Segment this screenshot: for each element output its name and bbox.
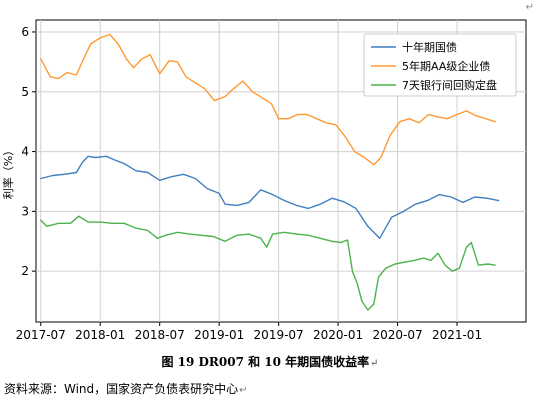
y-axis-label: 利率（%） [1,145,15,199]
x-tick-label: 2019-07 [254,328,304,342]
legend-label: 5年期AA级企业债 [402,59,490,73]
paragraph-mark: ↵ [370,358,379,369]
figure-caption: 图 19 DR007 和 10 年期国债收益率↵ [0,353,540,370]
legend: 十年期国债 5年期AA级企业债 7天银行间回购定盘 [363,33,517,97]
paragraph-mark-source: ↵ [239,385,248,396]
y-tick-label: 2 [21,264,29,278]
x-tick-label: 2021-01 [432,328,482,342]
chart: 2 3 4 5 6 2017-07 2018-01 2018-07 2019-01 2019-07… [1,19,527,342]
series-layer [40,33,500,311]
x-tick-label: 2020-07 [372,328,422,342]
corner-mark: ↵ [525,2,534,13]
x-tick-label: 2017-07 [16,328,66,342]
y-tick-label: 5 [21,85,29,99]
x-tick-label: 2018-07 [135,328,185,342]
source-text: 资料来源：Wind，国家资产负债表研究中心 [4,382,239,396]
source-note: 资料来源：Wind，国家资产负债表研究中心↵ [4,380,248,397]
series-line-2 [40,33,496,166]
y-tick-label: 3 [21,204,29,218]
x-tick-label: 2020-01 [313,328,363,342]
caption-text: 图 19 DR007 和 10 年期国债收益率 [161,355,370,369]
y-tick-label: 4 [21,145,29,159]
legend-label: 7天银行间回购定盘 [402,78,497,92]
x-tick-label: 2019-01 [194,328,244,342]
x-tick-label: 2018-01 [75,328,125,342]
series-line-1 [40,155,500,239]
legend-label: 十年期国债 [402,40,457,54]
series-line-3 [40,215,496,311]
ticks: 2 3 4 5 6 2017-07 2018-01 2018-07 2019-01 2019-07… [16,25,482,342]
y-tick-label: 6 [21,25,29,39]
grid [36,20,526,322]
legend-box [363,33,517,97]
